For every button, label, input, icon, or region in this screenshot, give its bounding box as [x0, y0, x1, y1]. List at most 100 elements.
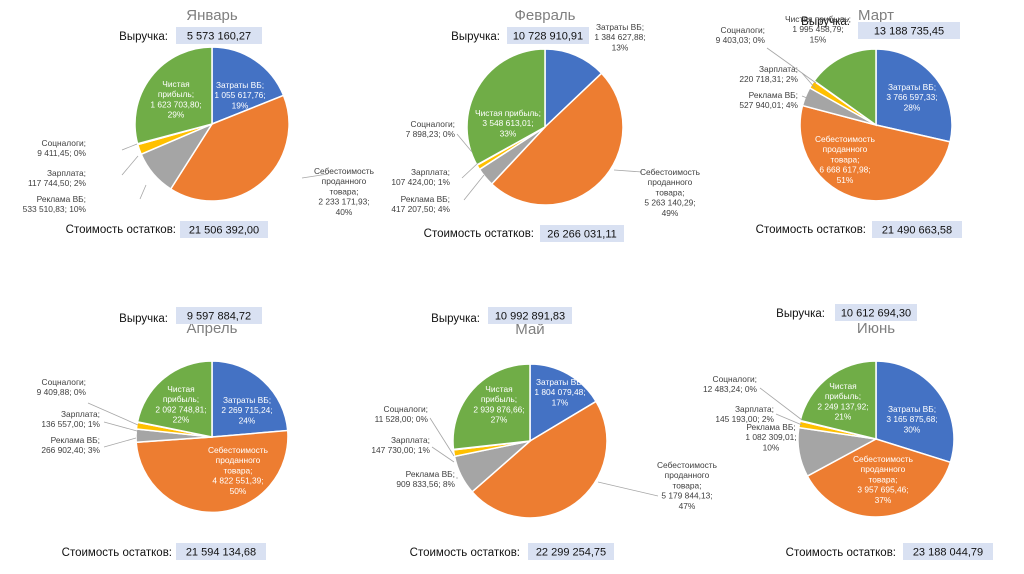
pie-slice	[135, 429, 289, 514]
leader-line	[766, 47, 817, 84]
data-label: Соцналоги; 9 411,45; 0%	[37, 138, 86, 158]
leader-line	[801, 72, 816, 89]
pie-slice	[875, 360, 955, 464]
pie-slice	[529, 363, 598, 443]
pie-slices	[452, 363, 608, 519]
pie-slices	[134, 46, 290, 202]
pie-slice	[211, 46, 285, 126]
data-label: Затраты ВБ; 2 269 715,24; 24%	[221, 395, 272, 425]
leader-line	[429, 417, 455, 457]
stock-value: 26 266 031,11	[547, 229, 617, 241]
revenue-value: 10 612 694,30	[841, 308, 911, 320]
data-label: Себестоимость проданного товара; 5 263 140,…	[640, 167, 701, 218]
data-label: Чистая прибыль; 2 249 137,92; 21%	[817, 381, 868, 422]
data-label: Зарплата; 147 730,00; 1%	[371, 435, 430, 455]
revenue-value: 5 573 160,27	[187, 31, 251, 43]
pie-slices	[799, 48, 953, 202]
data-label: Соцналоги; 11 528,00; 0%	[375, 404, 429, 424]
pie-slice	[799, 104, 952, 202]
data-label: Зарплата; 107 424,00; 1%	[391, 167, 450, 187]
revenue-label: Выручка:	[776, 308, 825, 320]
stock-label: Стоимость остатков:	[62, 547, 172, 559]
pie-slices	[466, 48, 624, 206]
data-label: Соцналоги; 9 409,88; 0%	[37, 377, 87, 397]
revenue-label: Выручка:	[801, 16, 850, 28]
revenue-value-box	[488, 307, 572, 324]
data-label: Зарплата; 117 744,50; 2%	[28, 168, 87, 188]
stock-label: Стоимость остатков:	[424, 228, 534, 240]
leader-line	[103, 421, 138, 432]
data-label: Себестоимость проданного товара; 4 822 551,…	[208, 445, 269, 496]
data-label: Чистая прибыль; 2 092 748,81; 22%	[155, 384, 206, 425]
data-label: Реклама ВБ; 417 207,50; 4%	[391, 194, 450, 214]
data-label: Реклама ВБ; 909 833,56; 8%	[396, 469, 455, 489]
data-label: Реклама ВБ; 1 082 309,01; 10%	[745, 422, 796, 452]
stock-value: 21 490 663,58	[882, 225, 952, 237]
chart-title: Январь	[186, 7, 238, 24]
pie-slices	[797, 360, 955, 518]
pie-slice	[806, 438, 952, 518]
pie-slice	[875, 48, 953, 143]
chart-title: Март	[858, 7, 894, 24]
data-label: Себестоимость проданного товара; 2 233 171,…	[314, 166, 375, 217]
leader-line	[87, 402, 139, 426]
pie-slices	[135, 360, 289, 514]
chart-title: Май	[515, 321, 544, 338]
leader-line	[775, 413, 803, 426]
leader-line	[456, 133, 473, 153]
revenue-value-box	[835, 304, 917, 321]
pie-slice	[466, 48, 546, 166]
stock-value: 21 506 392,00	[189, 225, 259, 237]
data-label: Чистая прибыль; 1 995 458,79; 15%	[785, 14, 851, 44]
revenue-value-box	[858, 22, 960, 39]
revenue-value-box	[176, 307, 262, 324]
revenue-value: 13 188 735,45	[874, 26, 944, 38]
chart-title: Февраль	[515, 7, 576, 24]
leader-line	[613, 169, 643, 173]
data-label: Затраты ВБ; 1 804 079,48; 17%	[534, 377, 585, 407]
revenue-value-box	[507, 27, 589, 44]
leader-line	[597, 481, 659, 497]
leader-line	[801, 95, 813, 101]
data-label: Соцналоги; 9 403,03; 0%	[716, 25, 766, 45]
leader-line	[121, 143, 138, 151]
pie-chart-6: Июнь Выручка: 10 612 694,30 Стоимость остат…	[703, 304, 993, 560]
data-label: Реклама ВБ; 527 940,01; 4%	[739, 90, 798, 110]
revenue-value: 10 728 910,91	[513, 31, 583, 43]
chart-title: Апрель	[187, 320, 238, 337]
revenue-label: Выручка:	[119, 313, 168, 325]
pie-slice	[471, 400, 608, 519]
data-label: Затраты ВБ; 1 384 627,88; 13%	[594, 22, 645, 52]
data-label: Затраты ВБ; 3 165 875,68; 30%	[886, 404, 937, 434]
stock-label: Стоимость остатков:	[66, 224, 176, 236]
leader-line	[461, 162, 479, 179]
revenue-value: 9 597 884,72	[187, 311, 251, 323]
data-label: Чистая прибыль; 3 548 613,01; 33%	[475, 108, 541, 138]
data-label: Себестоимость проданного товара; 5 179 844,…	[657, 460, 718, 511]
stock-value-box	[528, 543, 614, 560]
leader-line	[759, 387, 803, 421]
stock-label: Стоимость остатков:	[756, 224, 866, 236]
pie-slice	[211, 360, 289, 438]
stock-label: Стоимость остатков:	[786, 547, 896, 559]
data-label: Зарплата; 145 193,00; 2%	[715, 404, 774, 424]
stock-value-box	[872, 221, 962, 238]
pie-chart-1: Январь Выручка: 5 573 160,27 Стоимость оста…	[23, 7, 375, 238]
stock-label: Стоимость остатков:	[410, 547, 520, 559]
data-label: Соцналоги; 7 898,23; 0%	[406, 119, 456, 139]
revenue-value-box	[176, 27, 262, 44]
data-label: Соцналоги; 12 483,24; 0%	[703, 374, 758, 394]
pie-slice	[452, 363, 531, 451]
pie-slice	[544, 48, 603, 129]
leader-line	[103, 437, 137, 448]
pie-slice	[799, 360, 877, 440]
stock-value-box	[176, 543, 266, 560]
pie-chart-4: Апрель Выручка: 9 597 884,72 Стоимость оста…	[37, 307, 289, 560]
leader-line	[301, 173, 329, 179]
data-label: Зарплата; 220 718,31; 2%	[739, 64, 798, 84]
revenue-label: Выручка:	[119, 31, 168, 43]
data-label: Затраты ВБ; 1 055 617,76; 19%	[214, 80, 265, 110]
data-label: Зарплата; 136 557,00; 1%	[41, 409, 100, 429]
pie-slice	[169, 94, 290, 202]
